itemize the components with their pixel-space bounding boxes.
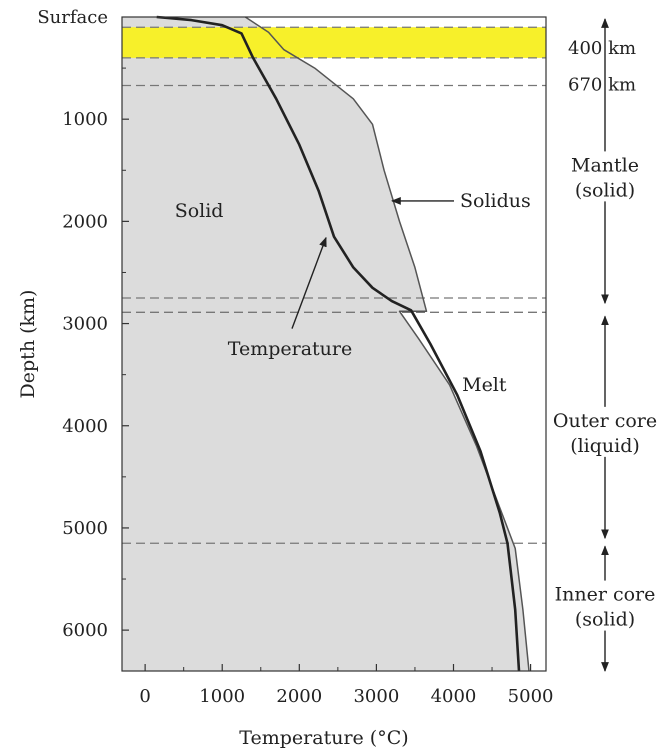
y-tick-label: 3000	[62, 314, 108, 335]
inner-core-label-bg	[549, 580, 661, 631]
solid-region	[122, 17, 529, 671]
y-tick-label: 4000	[62, 416, 108, 437]
mantle-label-state: (solid)	[575, 179, 635, 201]
solidus-line	[244, 16, 530, 672]
y-tick-label: 1000	[62, 109, 108, 130]
outer-core-label-name: Outer core	[553, 410, 657, 432]
melt-region-label: Melt	[462, 374, 507, 396]
y-tick-label: 5000	[62, 518, 108, 539]
y-tick-label: 6000	[62, 620, 108, 641]
outer-core-label-state: (liquid)	[570, 435, 640, 457]
x-tick-label: 4000	[431, 686, 477, 707]
outer-core-label-bg	[549, 406, 661, 457]
y-tick-label: 2000	[62, 211, 108, 232]
transition-zone-band	[122, 27, 546, 58]
x-tick-label: 3000	[353, 686, 399, 707]
temperature-line	[156, 15, 521, 672]
solidus-label: Solidus	[460, 190, 531, 212]
solid-region-label: Solid	[175, 200, 224, 222]
inner-core-label-name: Inner core	[555, 584, 656, 606]
boundary-label: 670 km	[568, 74, 636, 95]
x-axis-title: Temperature (°C)	[239, 727, 408, 749]
temperature-pointer-arrow	[291, 236, 327, 329]
inner-core-label-state: (solid)	[575, 609, 635, 631]
surface-label: Surface	[37, 7, 108, 28]
x-tick-label: 2000	[276, 686, 322, 707]
boundary-label: 400 km	[568, 38, 636, 59]
x-tick-label: 0	[139, 686, 150, 707]
mantle-label-bg	[549, 151, 661, 202]
mantle-label-name: Mantle	[571, 154, 639, 176]
temperature-label: Temperature	[228, 338, 352, 360]
x-tick-label: 1000	[199, 686, 245, 707]
y-axis-title: Depth (km)	[17, 290, 39, 399]
x-tick-label: 5000	[508, 686, 554, 707]
plot-frame	[121, 16, 547, 672]
